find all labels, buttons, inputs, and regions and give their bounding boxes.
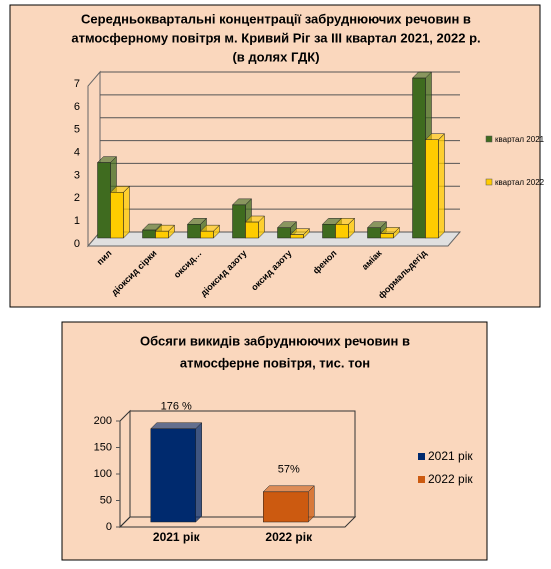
bar xyxy=(412,77,426,239)
y-tick-label: 0 xyxy=(74,238,80,250)
bar-top xyxy=(109,186,131,193)
y-tick-label: 0 xyxy=(106,521,112,533)
bar-top xyxy=(424,133,446,140)
legend-swatch xyxy=(485,178,493,186)
bar-top xyxy=(199,224,221,232)
y-tick-label: 5 xyxy=(74,124,80,136)
legend-label: 2022 рік xyxy=(428,472,473,486)
bar xyxy=(425,139,439,239)
bar-top xyxy=(262,485,315,493)
bar-top xyxy=(186,218,208,225)
chart-title: (в долях ГДК) xyxy=(232,49,319,64)
bar xyxy=(290,234,304,239)
bar-side xyxy=(438,133,445,239)
y-tick-label: 7 xyxy=(74,78,80,90)
bar-top xyxy=(150,422,203,429)
bar-top xyxy=(366,221,388,228)
bar-top xyxy=(231,198,253,206)
x-tick-label: 2022 рік xyxy=(265,530,313,544)
bar-top xyxy=(154,224,176,232)
floor xyxy=(118,516,357,528)
y-tick-label: 100 xyxy=(94,468,112,480)
chart-title: атмосферному повітря м. Кривий Ріг за ІІ… xyxy=(71,30,480,45)
y-tick-label: 50 xyxy=(100,494,112,506)
bar xyxy=(200,230,214,239)
y-tick-label: 150 xyxy=(94,441,112,453)
legend-swatch xyxy=(485,135,493,143)
y-tick-label: 2 xyxy=(74,192,80,204)
data-label: 57% xyxy=(278,464,300,476)
legend-label: 2021 рік xyxy=(428,449,473,463)
legend-swatch xyxy=(418,476,425,483)
bar-top xyxy=(276,221,298,228)
bar xyxy=(232,204,246,239)
bar xyxy=(155,230,169,239)
y-tick-label: 6 xyxy=(74,101,80,113)
y-tick-label: 200 xyxy=(94,415,112,427)
data-label: 176 % xyxy=(161,401,192,413)
chart-title: Обсяги викидів забруднюючих речовин в xyxy=(140,333,410,348)
bar xyxy=(367,227,381,239)
bar-top xyxy=(379,227,401,234)
bar-top xyxy=(411,71,433,79)
chart-title: атмосферне повітря, тис. тон xyxy=(180,355,370,370)
y-tick-label: 3 xyxy=(74,169,80,181)
bar xyxy=(335,224,349,239)
bar-top xyxy=(96,156,118,163)
bar xyxy=(150,428,196,523)
bar xyxy=(245,221,259,239)
bar xyxy=(277,227,291,239)
bar-top xyxy=(244,215,266,223)
bar xyxy=(322,224,336,239)
bar xyxy=(142,229,156,239)
bar xyxy=(110,192,124,239)
bar-side xyxy=(195,422,202,523)
y-tick-label: 1 xyxy=(74,215,80,227)
legend-label: квартал 2021 xyxy=(495,135,545,144)
chart-title: Середньоквартальні концентрації забрудню… xyxy=(81,11,471,26)
bar xyxy=(97,162,111,239)
chart-frame xyxy=(9,4,541,308)
bar-top xyxy=(289,228,311,235)
bar xyxy=(263,491,309,523)
bar xyxy=(187,224,201,239)
y-tick-label: 4 xyxy=(74,146,80,158)
bar-top xyxy=(334,218,356,225)
bar xyxy=(380,233,394,239)
bar-top xyxy=(141,223,163,231)
x-tick-label: 2021 рік xyxy=(153,530,201,544)
legend-swatch xyxy=(418,453,425,460)
legend-label: квартал 2022 xyxy=(495,178,545,187)
bar-side xyxy=(123,185,130,239)
